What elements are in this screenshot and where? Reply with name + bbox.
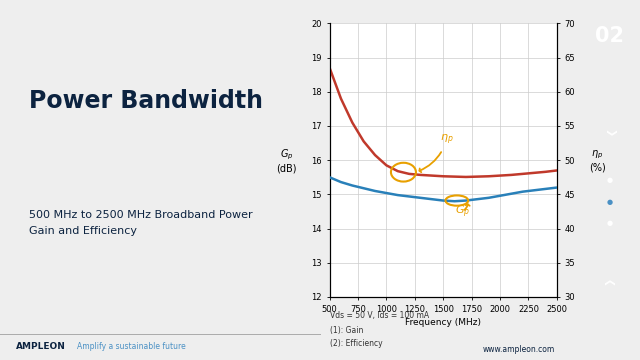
Text: ●: ● (607, 199, 613, 204)
Text: (1): Gain: (1): Gain (330, 326, 363, 335)
Text: 500 MHz to 2500 MHz Broadband Power
Gain and Efficiency: 500 MHz to 2500 MHz Broadband Power Gain… (29, 210, 252, 236)
Text: AMPLEON: AMPLEON (16, 342, 66, 351)
Y-axis label: $G_p$
(dB): $G_p$ (dB) (276, 147, 296, 173)
Text: $G_p$: $G_p$ (454, 203, 470, 220)
Text: Power Bandwidth: Power Bandwidth (29, 89, 263, 113)
Text: www.ampleon.com: www.ampleon.com (483, 345, 554, 354)
Text: ❯: ❯ (605, 277, 615, 285)
Text: $\eta_p$: $\eta_p$ (419, 132, 453, 172)
Text: Amplify a sustainable future: Amplify a sustainable future (77, 342, 186, 351)
Text: (2): Efficiency: (2): Efficiency (330, 339, 382, 348)
Text: ❯: ❯ (605, 129, 615, 137)
Text: Vds = 50 V, Ids = 100 mA: Vds = 50 V, Ids = 100 mA (330, 311, 429, 320)
X-axis label: Frequency (MHz): Frequency (MHz) (405, 318, 481, 327)
Y-axis label: $\eta_p$
(%): $\eta_p$ (%) (589, 148, 605, 172)
Text: 02: 02 (595, 26, 625, 46)
Text: ●: ● (607, 220, 613, 226)
Text: ●: ● (607, 177, 613, 183)
